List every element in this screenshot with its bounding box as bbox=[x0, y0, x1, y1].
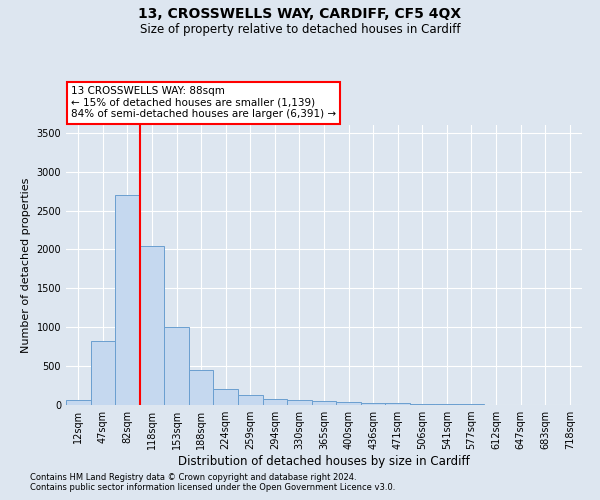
Bar bbox=[312, 401, 336, 405]
Text: Contains public sector information licensed under the Open Government Licence v3: Contains public sector information licen… bbox=[30, 484, 395, 492]
Text: 13, CROSSWELLS WAY, CARDIFF, CF5 4QX: 13, CROSSWELLS WAY, CARDIFF, CF5 4QX bbox=[139, 8, 461, 22]
Bar bbox=[263, 399, 287, 405]
Bar bbox=[189, 370, 214, 405]
Text: Size of property relative to detached houses in Cardiff: Size of property relative to detached ho… bbox=[140, 22, 460, 36]
Bar bbox=[361, 403, 385, 405]
Text: 13 CROSSWELLS WAY: 88sqm
← 15% of detached houses are smaller (1,139)
84% of sem: 13 CROSSWELLS WAY: 88sqm ← 15% of detach… bbox=[71, 86, 336, 120]
Bar bbox=[385, 404, 410, 405]
Bar bbox=[434, 404, 459, 405]
X-axis label: Distribution of detached houses by size in Cardiff: Distribution of detached houses by size … bbox=[178, 455, 470, 468]
Bar bbox=[336, 402, 361, 405]
Bar bbox=[410, 404, 434, 405]
Bar bbox=[238, 395, 263, 405]
Bar bbox=[214, 390, 238, 405]
Bar bbox=[287, 400, 312, 405]
Bar bbox=[66, 400, 91, 405]
Y-axis label: Number of detached properties: Number of detached properties bbox=[21, 178, 31, 352]
Bar bbox=[115, 195, 140, 405]
Bar bbox=[164, 327, 189, 405]
Bar bbox=[459, 404, 484, 405]
Bar bbox=[91, 341, 115, 405]
Text: Contains HM Land Registry data © Crown copyright and database right 2024.: Contains HM Land Registry data © Crown c… bbox=[30, 474, 356, 482]
Bar bbox=[140, 246, 164, 405]
